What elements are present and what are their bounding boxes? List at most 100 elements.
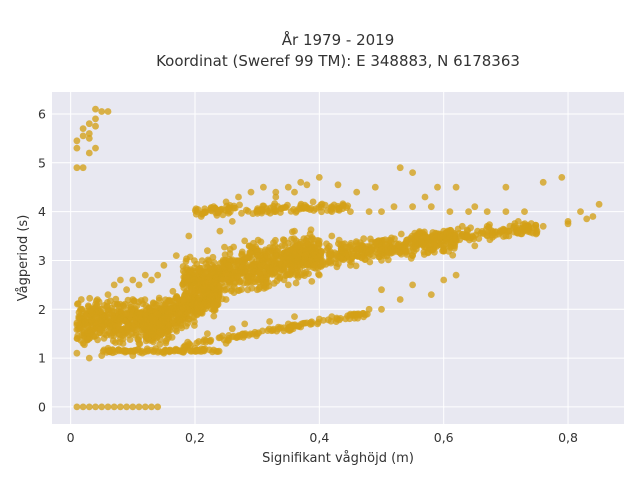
data-point (275, 325, 282, 333)
data-point (483, 222, 491, 230)
data-point (212, 291, 219, 299)
data-point (328, 232, 336, 240)
data-point (373, 238, 381, 246)
data-point (85, 135, 93, 142)
data-point (446, 208, 454, 216)
data-point (135, 340, 143, 347)
data-point (270, 202, 277, 210)
x-tick-label: 0 (67, 430, 75, 445)
data-point (365, 208, 373, 216)
data-point (148, 403, 155, 411)
data-point (222, 296, 230, 303)
data-point (136, 310, 144, 318)
data-point (521, 208, 528, 216)
data-point (396, 164, 404, 172)
data-point (198, 275, 206, 283)
x-tick-label: 0,4 (309, 430, 329, 445)
data-point (240, 279, 247, 287)
data-point (207, 282, 215, 290)
data-point (291, 313, 298, 320)
data-point (188, 285, 196, 292)
data-point (103, 302, 111, 310)
data-point (238, 248, 246, 256)
data-point (308, 278, 316, 285)
data-point (115, 346, 122, 353)
data-point (148, 330, 155, 338)
data-point (135, 403, 143, 411)
data-point (74, 300, 81, 308)
data-point (409, 169, 416, 177)
data-point (270, 325, 277, 333)
data-point (104, 344, 112, 352)
data-point (378, 241, 386, 249)
data-point (285, 248, 293, 256)
points (73, 105, 603, 411)
data-point (133, 302, 141, 310)
data-point (471, 242, 479, 250)
data-point (191, 276, 199, 284)
data-point (434, 183, 441, 191)
data-point (83, 322, 91, 330)
data-point (397, 230, 405, 238)
data-point (465, 208, 472, 216)
data-point (98, 403, 106, 411)
x-tick-labels: 0 0,2 0,4 0,6 0,8 (67, 430, 578, 445)
data-point (483, 232, 491, 240)
data-point (121, 347, 129, 354)
data-point (172, 345, 180, 353)
data-point (334, 181, 342, 189)
data-point (222, 263, 230, 271)
data-point (463, 226, 471, 234)
data-point (108, 307, 116, 315)
data-point (211, 306, 219, 314)
data-point (396, 296, 404, 303)
data-point (244, 207, 252, 215)
data-point (445, 234, 453, 242)
data-point (210, 259, 218, 266)
data-point (160, 349, 168, 357)
data-point (73, 137, 81, 145)
data-point (255, 269, 263, 277)
data-point (513, 229, 521, 237)
data-point (226, 245, 234, 253)
data-point (583, 215, 591, 223)
data-point (238, 209, 245, 217)
data-point (154, 271, 162, 279)
data-point (112, 295, 120, 303)
chart-title-line-1: År 1979 - 2019 (282, 30, 395, 49)
data-point (160, 261, 168, 269)
data-point (191, 301, 199, 308)
data-point (489, 231, 496, 239)
y-tick-label: 4 (38, 204, 46, 219)
data-point (294, 257, 301, 265)
data-point (98, 305, 106, 313)
data-point (272, 193, 280, 201)
data-point (235, 287, 243, 294)
data-point (347, 261, 354, 269)
data-point (291, 227, 298, 235)
data-point (234, 272, 242, 280)
data-point (210, 203, 218, 211)
data-point (470, 235, 477, 243)
data-point (148, 276, 155, 284)
data-point (365, 305, 373, 313)
data-point (259, 327, 266, 335)
data-point (246, 249, 254, 257)
data-point (73, 144, 81, 152)
data-point (269, 255, 277, 262)
data-point (74, 335, 81, 342)
data-point (294, 267, 301, 274)
data-point (302, 268, 310, 276)
data-point (326, 251, 334, 259)
data-point (247, 188, 255, 196)
data-point (280, 324, 288, 332)
data-point (166, 305, 174, 313)
data-point (141, 403, 149, 411)
data-point (110, 315, 118, 323)
data-point (266, 209, 274, 217)
data-point (73, 403, 81, 411)
data-point (92, 122, 99, 130)
data-point (318, 248, 325, 256)
data-point (284, 320, 292, 328)
data-point (211, 264, 218, 272)
